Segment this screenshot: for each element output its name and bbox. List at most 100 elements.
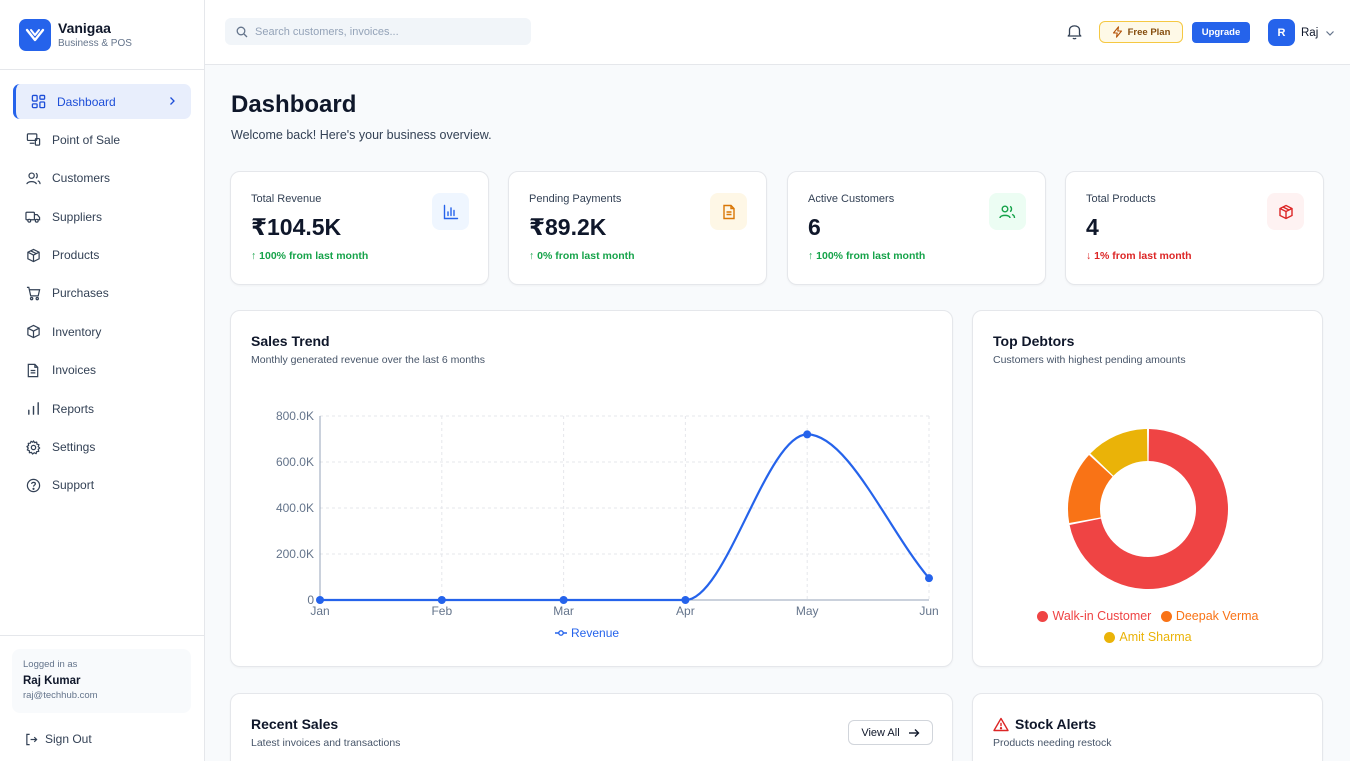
stat-value: ₹89.2K [529,214,607,240]
legend-item-revenue[interactable]: Revenue [555,626,619,640]
stat-card-total-revenue: Total Revenue ₹104.5K ↑ 100% from last m… [230,171,489,285]
sidebar-item-reports[interactable]: Reports [13,391,191,426]
sidebar-item-label: Reports [52,401,95,416]
users-icon [989,193,1026,230]
truck-icon [25,209,41,225]
sidebar-item-products[interactable]: Products [13,238,191,273]
panel-subtitle: Customers with highest pending amounts [993,354,1186,366]
sidebar-item-label: Customers [52,171,111,186]
view-all-button[interactable]: View All [848,720,933,745]
data-point[interactable] [559,596,568,604]
legend-dot [1104,632,1116,643]
sidebar-nav: Dashboard Point of Sale Customers Suppli… [0,70,204,503]
legend-label: Deepak Verma [1175,609,1259,623]
panel-title: Sales Trend [251,333,330,349]
cart-icon [25,285,41,301]
sign-out-button[interactable]: Sign Out [25,732,92,746]
bar-chart-icon [432,193,469,230]
legend-label: Walk-in Customer [1052,609,1152,623]
bar-chart-icon [25,401,41,417]
users-icon [25,170,41,186]
page-title: Dashboard [231,91,357,118]
donut-slice[interactable] [1090,429,1148,476]
sidebar-item-point-of-sale[interactable]: Point of Sale [13,122,191,157]
box-icon [25,324,41,340]
legend-label: Amit Sharma [1119,630,1192,644]
gear-icon [25,439,41,455]
sidebar-item-support[interactable]: Support [13,468,191,503]
legend-label: Revenue [571,626,620,640]
sidebar-item-label: Invoices [52,363,97,378]
sidebar-item-customers[interactable]: Customers [13,161,191,196]
search-input[interactable] [255,25,515,38]
view-all-label: View All [861,726,900,739]
panel-title: Stock Alerts [993,716,1096,732]
page-subtitle: Welcome back! Here's your business overv… [231,128,492,142]
upgrade-button[interactable]: Upgrade [1192,22,1250,43]
x-tick-label: Mar [553,604,574,618]
sidebar-item-label: Suppliers [52,209,103,224]
data-point[interactable] [316,596,324,604]
data-point[interactable] [437,596,446,604]
legend-item-walk-in[interactable]: Walk-in Customer [1037,607,1151,626]
sidebar-item-invoices[interactable]: Invoices [13,353,191,388]
stat-change: ↑ 100% from last month [251,250,369,262]
y-tick-label: 600.0K [276,455,314,469]
sidebar-item-inventory[interactable]: Inventory [13,314,191,349]
legend-item-amit[interactable]: Amit Sharma [1104,628,1192,647]
search-icon [236,26,248,38]
notification-bell-icon[interactable] [1066,22,1083,45]
package-icon [1267,193,1304,230]
stat-label: Pending Payments [529,193,622,205]
stat-value: 6 [808,214,821,240]
legend-dot [1037,611,1049,622]
panel-title: Recent Sales [251,716,339,732]
chevron-right-icon [167,95,177,109]
user-menu[interactable]: R Raj [1268,19,1335,46]
x-tick-label: Jun [919,604,938,618]
data-point[interactable] [681,596,690,604]
sidebar-item-label: Support [52,478,95,493]
search-box[interactable] [225,18,531,45]
sidebar-item-settings[interactable]: Settings [13,430,191,465]
y-tick-label: 200.0K [276,547,314,561]
donut-slice[interactable] [1069,429,1228,589]
brand[interactable]: Vanigaa Business & POS [0,0,204,70]
plan-badge[interactable]: Free Plan [1099,21,1183,43]
user-name: Raj [1301,26,1319,39]
package-icon [25,247,41,263]
logout-icon [25,733,38,746]
legend-item-deepak[interactable]: Deepak Verma [1160,607,1259,626]
panel-subtitle: Products needing restock [993,737,1112,749]
revenue-line [320,433,930,602]
sidebar-item-label: Point of Sale [52,132,121,147]
x-tick-label: Jan [310,604,329,618]
data-point[interactable] [925,574,933,583]
donut-slice[interactable] [1068,454,1113,524]
stat-change: ↓ 1% from last month [1086,250,1192,262]
file-icon [710,193,747,230]
pos-icon [25,132,41,148]
recent-sales-panel: Recent Sales Latest invoices and transac… [230,693,953,761]
plan-label: Free Plan [1127,26,1171,38]
top-debtors-chart [1068,429,1228,589]
donut-legend: Walk-in Customer Deepak Verma Amit Sharm… [973,607,1323,649]
x-tick-label: Apr [676,604,695,618]
file-icon [25,362,41,378]
stat-value: ₹104.5K [251,214,342,240]
stat-card-total-products: Total Products 4 ↓ 1% from last month [1065,171,1324,285]
y-tick-label: 0 [307,593,314,607]
stat-change: ↑ 0% from last month [529,250,635,262]
legend-line-icon [555,630,567,636]
stock-alerts-title: Stock Alerts [1015,716,1097,732]
panel-subtitle: Latest invoices and transactions [251,737,401,749]
sidebar-item-purchases[interactable]: Purchases [13,276,191,311]
sidebar-item-suppliers[interactable]: Suppliers [13,199,191,234]
lightning-icon [1112,26,1123,38]
stock-alerts-panel: Stock Alerts Products needing restock [972,693,1323,761]
data-point[interactable] [803,430,812,439]
help-icon [25,477,41,493]
sidebar-item-dashboard[interactable]: Dashboard [13,84,191,119]
sidebar-item-label: Products [52,248,100,263]
stat-card-active-customers: Active Customers 6 ↑ 100% from last mont… [787,171,1046,285]
